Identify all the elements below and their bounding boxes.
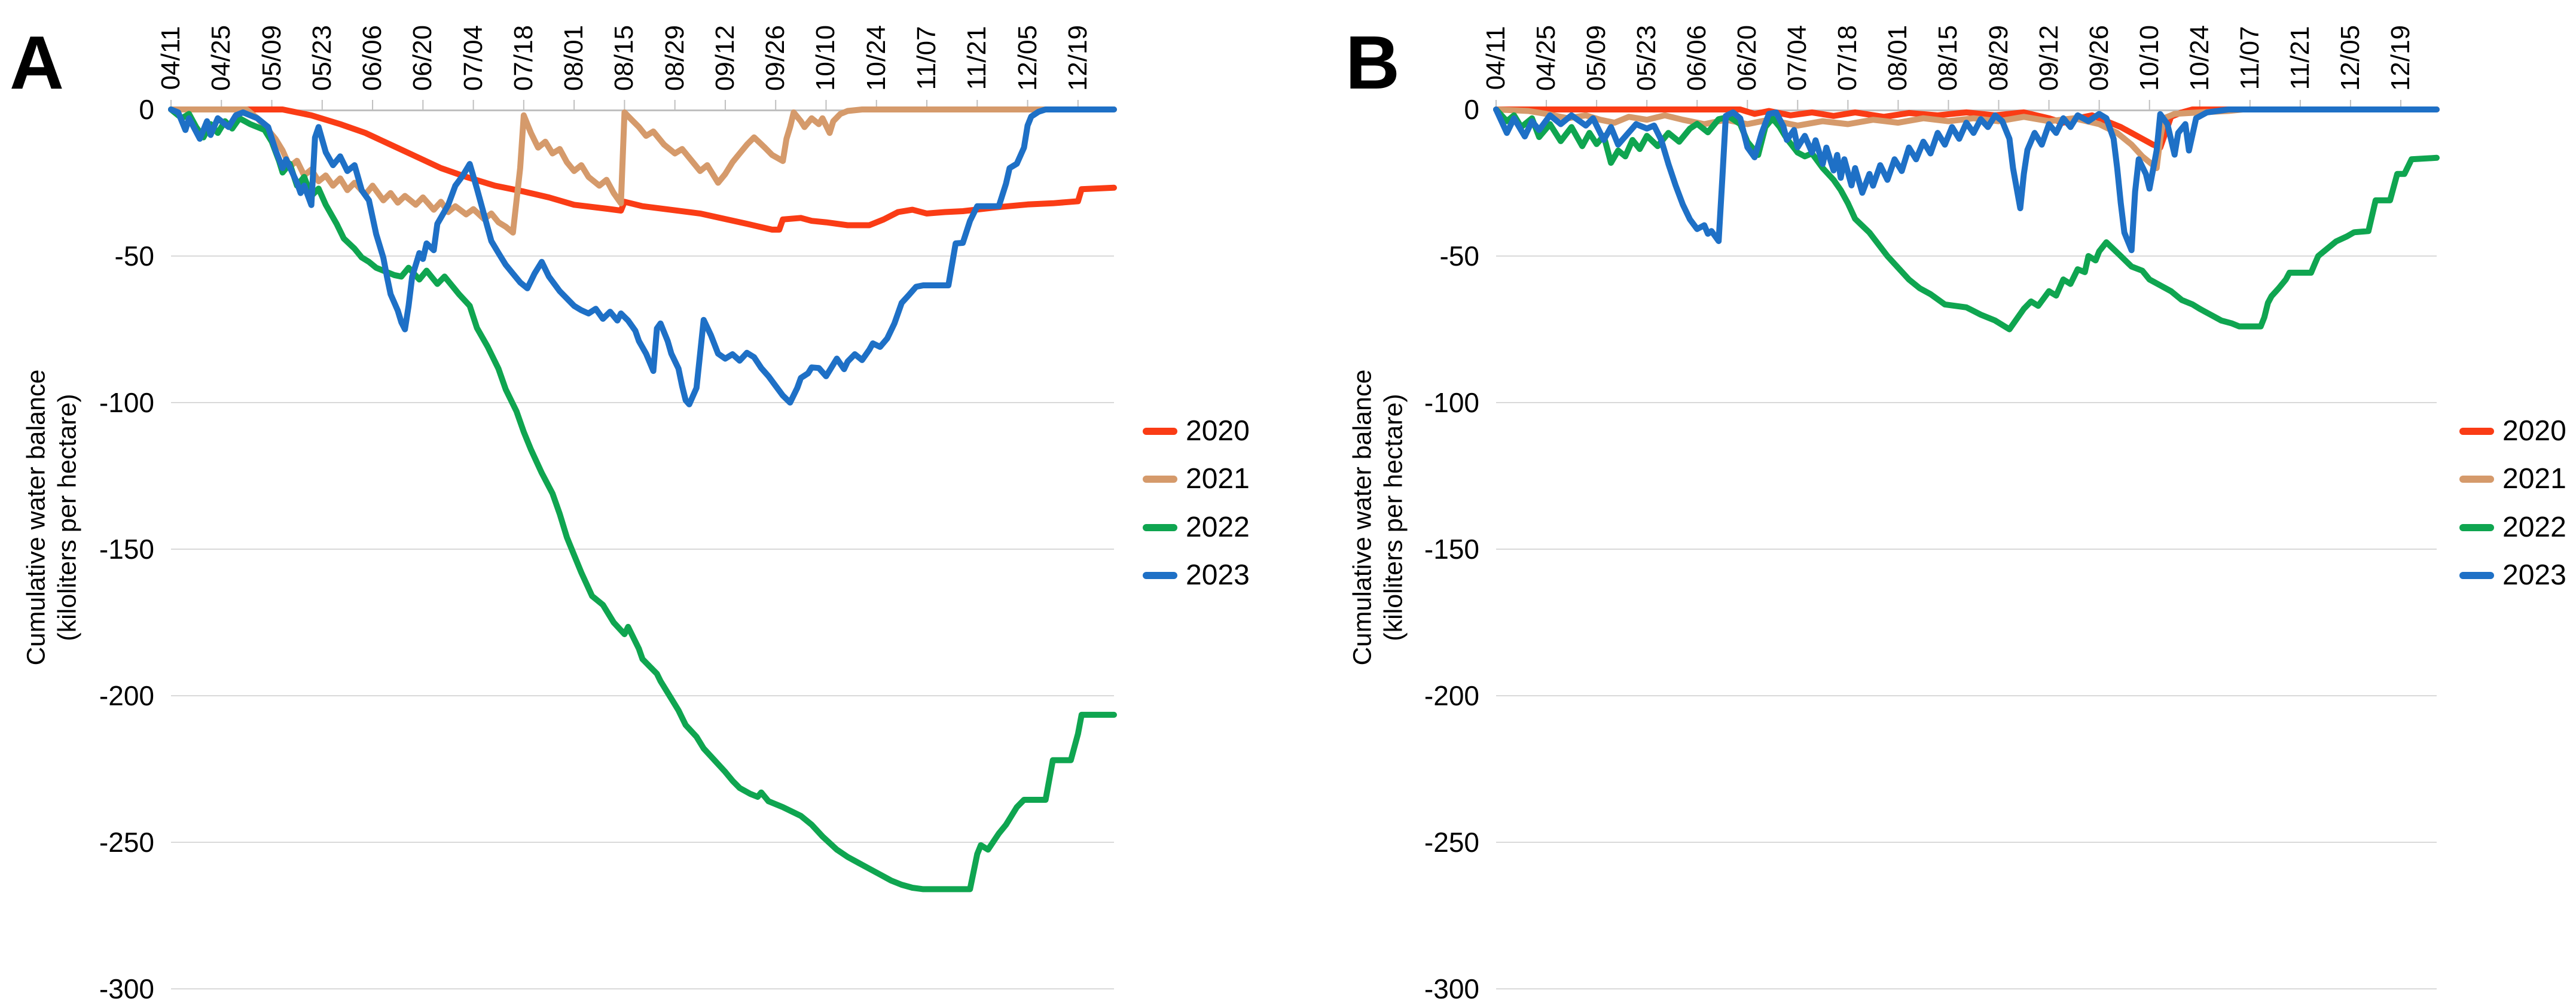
- legend-entry-2022: 2022: [2459, 503, 2566, 552]
- legend-swatch-2020: [2459, 427, 2494, 435]
- x-tick-label: 06/06: [1682, 25, 1712, 92]
- x-tick-label: 08/29: [1983, 25, 2013, 92]
- series-line-2022: [1493, 106, 2440, 333]
- x-tick-label: 08/01: [1883, 25, 1913, 92]
- x-tick-label: 10/10: [811, 25, 841, 92]
- series-line-2023: [1493, 106, 2440, 254]
- x-tick-label: 09/12: [710, 25, 740, 92]
- x-tick-label: 12/19: [2385, 25, 2415, 92]
- x-tick-label: 10/10: [2134, 25, 2164, 92]
- x-tick-label: 11/07: [912, 26, 941, 90]
- legend-entry-2022: 2022: [1143, 503, 1250, 552]
- y-tick-label: -300: [99, 973, 154, 1004]
- plot-area: [168, 100, 1117, 989]
- legend-swatch-2023: [2459, 572, 2494, 579]
- legend-label: 2023: [1186, 559, 1250, 591]
- legend-label: 2021: [2502, 463, 2566, 495]
- series-line-2021: [1493, 106, 2440, 171]
- legend-entry-2021: 2021: [2459, 455, 2566, 504]
- x-tick-label: 05/09: [1582, 25, 1611, 92]
- y-tick-label: 0: [1464, 94, 1479, 125]
- x-tick-label: 09/26: [2084, 25, 2114, 92]
- y-tick-label: -150: [1424, 534, 1479, 565]
- legend-entry-2023: 2023: [2459, 552, 2566, 600]
- x-tick-label: 07/04: [458, 25, 488, 92]
- y-tick-label: -300: [1424, 973, 1479, 1004]
- x-tick-label: 10/24: [2184, 25, 2214, 92]
- x-tick-label: 10/24: [861, 25, 891, 92]
- x-tick-label: 11/07: [2235, 26, 2264, 90]
- legend-label: 2023: [2502, 559, 2566, 591]
- x-tick-label: 12/05: [1012, 25, 1042, 92]
- legend-swatch-2021: [1143, 476, 1177, 483]
- y-tick-label: -50: [1439, 240, 1479, 272]
- x-tick-label: 05/23: [307, 25, 337, 92]
- x-tick-label: 06/20: [408, 25, 438, 92]
- series-line-2022: [168, 106, 1117, 893]
- y-tick-label: 0: [139, 94, 154, 125]
- x-tick-label: 07/04: [1783, 25, 1812, 92]
- series-line-2021: [168, 106, 1117, 236]
- legend-entry-2023: 2023: [1143, 552, 1250, 600]
- x-tick-label: 04/11: [156, 26, 185, 90]
- series-line-2020: [168, 106, 1117, 233]
- legend-label: 2022: [1186, 511, 1250, 543]
- y-tick-label: -250: [99, 827, 154, 858]
- legend-label: 2020: [2502, 415, 2566, 447]
- series-line-2023: [168, 106, 1117, 407]
- legend-swatch-2020: [1143, 427, 1177, 435]
- plot-area: [1493, 100, 2440, 989]
- x-tick-label: 04/11: [1481, 26, 1510, 90]
- x-tick-label: 04/25: [1531, 25, 1561, 92]
- legend-entry-2021: 2021: [1143, 455, 1250, 504]
- legend-swatch-2022: [1143, 523, 1177, 531]
- chart-panel-a: A Cumulative water balance (kiloliters p…: [0, 0, 1288, 1005]
- legend-swatch-2021: [2459, 476, 2494, 483]
- legend-label: 2020: [1186, 415, 1250, 447]
- x-tick-label: 09/26: [761, 25, 790, 92]
- legend-entry-2020: 2020: [2459, 407, 2566, 455]
- y-tick-label: -250: [1424, 827, 1479, 858]
- legend-swatch-2022: [2459, 523, 2494, 531]
- x-tick-label: 09/12: [2034, 25, 2064, 92]
- x-tick-label: 07/18: [1833, 25, 1863, 92]
- x-tick-label: 12/05: [2335, 25, 2365, 92]
- legend-swatch-2023: [1143, 572, 1177, 579]
- x-tick-label: 11/21: [2285, 26, 2315, 90]
- x-tick-label: 04/25: [206, 25, 236, 92]
- legend-label: 2022: [2502, 511, 2566, 543]
- x-tick-label: 08/15: [1933, 25, 1963, 92]
- x-tick-label: 05/09: [257, 25, 286, 92]
- y-tick-label: -200: [99, 680, 154, 711]
- chart-panel-b: B Cumulative water balance (kiloliters p…: [1288, 0, 2576, 1005]
- y-tick-label: -150: [99, 534, 154, 565]
- x-tick-label: 08/29: [660, 25, 689, 92]
- x-tick-label: 08/15: [609, 25, 639, 92]
- x-tick-label: 12/19: [1063, 25, 1092, 92]
- x-tick-label: 05/23: [1632, 25, 1662, 92]
- x-tick-label: 07/18: [508, 25, 538, 92]
- x-tick-label: 06/06: [358, 25, 387, 92]
- x-tick-label: 08/01: [559, 25, 589, 92]
- y-tick-label: -50: [114, 240, 154, 272]
- y-tick-label: -200: [1424, 680, 1479, 711]
- panel-label-a: A: [10, 20, 64, 105]
- y-tick-label: -100: [99, 387, 154, 418]
- legend-entry-2020: 2020: [1143, 407, 1250, 455]
- panel-label-b: B: [1345, 20, 1400, 105]
- x-tick-label: 11/21: [962, 26, 992, 90]
- y-tick-label: -100: [1424, 387, 1479, 418]
- x-tick-label: 06/20: [1732, 25, 1762, 92]
- legend-label: 2021: [1186, 463, 1250, 495]
